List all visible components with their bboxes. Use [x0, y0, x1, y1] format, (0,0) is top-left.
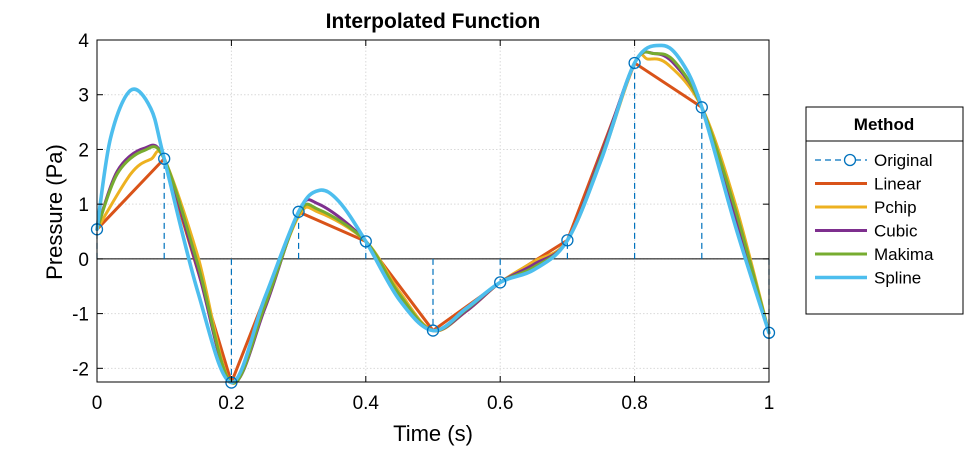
legend-label-linear: Linear — [874, 175, 922, 194]
y-tick-label: 3 — [78, 86, 89, 107]
axes-box — [96, 39, 770, 383]
legend-title: Method — [854, 115, 914, 134]
y-tick-label: -1 — [72, 305, 89, 326]
chart-title: Interpolated Function — [326, 10, 541, 33]
y-tick-label: 4 — [78, 31, 89, 52]
x-tick-label: 0 — [92, 393, 103, 414]
series-layer — [90, 43, 776, 389]
y-tick-label: 1 — [78, 195, 89, 216]
x-tick-label: 0.4 — [353, 393, 380, 414]
legend-marker-original — [843, 153, 857, 167]
legend-label-makima: Makima — [874, 245, 934, 264]
original-point — [158, 152, 171, 165]
original-point — [561, 234, 574, 247]
original-point — [494, 276, 507, 289]
original-point — [359, 235, 372, 248]
x-tick-label: 1 — [764, 393, 775, 414]
original-point — [292, 205, 305, 218]
x-tick-label: 0.2 — [218, 393, 244, 414]
original-point — [426, 324, 440, 337]
ticks: 0 0.2 0.4 0.6 0.8 1 -2 -1 0 1 2 3 4 — [72, 31, 774, 414]
x-tick-label: 0.8 — [621, 393, 647, 414]
x-tick-label: 0.6 — [487, 393, 513, 414]
legend-items: Original Linear Pchip Cubic Makima Spline — [815, 151, 934, 288]
legend-label-cubic: Cubic — [874, 222, 918, 241]
y-tick-label: 2 — [78, 140, 89, 161]
x-axis-label: Time (s) — [393, 421, 473, 446]
legend-label-pchip: Pchip — [874, 198, 917, 217]
y-tick-label: 0 — [78, 250, 89, 271]
legend: Method Original Linear Pchip Cubic Makima Spl… — [805, 106, 964, 315]
y-tick-label: -2 — [72, 359, 89, 380]
legend-label-original: Original — [874, 151, 933, 170]
series-spline-line — [95, 43, 771, 385]
y-axis-label: Pressure (Pa) — [42, 144, 67, 280]
original-point — [628, 56, 641, 70]
original-point — [695, 101, 708, 114]
legend-label-spline: Spline — [874, 269, 921, 288]
